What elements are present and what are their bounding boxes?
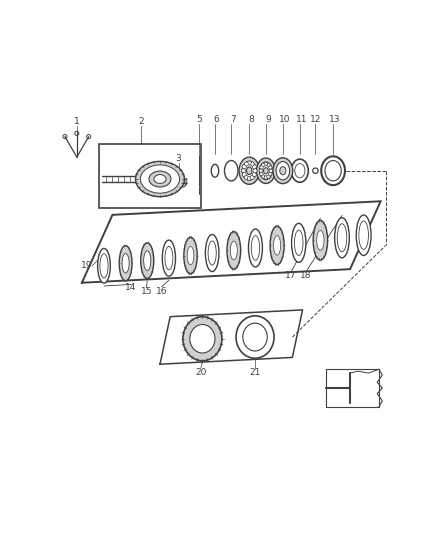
Ellipse shape xyxy=(280,167,286,175)
Circle shape xyxy=(242,173,246,176)
Ellipse shape xyxy=(325,160,341,181)
Circle shape xyxy=(268,172,272,176)
Ellipse shape xyxy=(162,240,176,276)
Circle shape xyxy=(250,175,254,180)
Ellipse shape xyxy=(100,254,108,278)
Ellipse shape xyxy=(242,161,256,180)
Ellipse shape xyxy=(183,317,222,361)
Text: 15: 15 xyxy=(141,287,152,296)
Text: 1: 1 xyxy=(74,117,80,126)
Text: 10: 10 xyxy=(279,115,291,124)
Circle shape xyxy=(264,162,268,166)
Ellipse shape xyxy=(313,221,328,260)
Ellipse shape xyxy=(247,167,252,174)
Ellipse shape xyxy=(276,161,290,180)
Ellipse shape xyxy=(230,241,237,260)
Circle shape xyxy=(250,162,254,166)
Circle shape xyxy=(244,175,248,180)
Bar xyxy=(99,143,201,208)
Ellipse shape xyxy=(251,236,260,260)
Circle shape xyxy=(267,163,270,166)
Circle shape xyxy=(264,176,268,179)
Ellipse shape xyxy=(141,243,154,278)
Text: 6: 6 xyxy=(213,115,219,124)
Ellipse shape xyxy=(239,157,259,184)
Ellipse shape xyxy=(335,218,350,258)
Ellipse shape xyxy=(165,246,173,270)
Ellipse shape xyxy=(225,160,238,181)
Text: 19: 19 xyxy=(81,261,93,270)
Bar xyxy=(326,369,379,407)
Ellipse shape xyxy=(295,164,305,178)
Ellipse shape xyxy=(321,156,345,185)
Ellipse shape xyxy=(211,164,219,177)
Ellipse shape xyxy=(248,229,262,267)
Ellipse shape xyxy=(144,251,151,270)
Circle shape xyxy=(241,168,246,173)
Circle shape xyxy=(175,172,182,179)
Ellipse shape xyxy=(184,237,197,274)
Ellipse shape xyxy=(359,221,368,249)
Circle shape xyxy=(252,173,256,176)
Text: 5: 5 xyxy=(196,115,202,124)
Circle shape xyxy=(253,168,257,173)
Ellipse shape xyxy=(187,246,194,265)
Ellipse shape xyxy=(317,230,324,250)
Text: 9: 9 xyxy=(265,115,271,124)
Circle shape xyxy=(260,172,263,176)
Circle shape xyxy=(259,169,262,172)
Circle shape xyxy=(242,165,246,169)
Text: 16: 16 xyxy=(156,287,167,296)
Text: 17: 17 xyxy=(285,271,297,280)
Text: 12: 12 xyxy=(311,115,322,124)
Circle shape xyxy=(260,166,263,169)
Ellipse shape xyxy=(270,226,284,265)
Circle shape xyxy=(268,166,272,169)
Circle shape xyxy=(247,176,251,181)
Ellipse shape xyxy=(154,175,166,183)
Text: 7: 7 xyxy=(230,115,236,124)
Ellipse shape xyxy=(294,230,303,255)
Ellipse shape xyxy=(227,232,241,269)
Circle shape xyxy=(267,175,270,179)
Ellipse shape xyxy=(291,159,308,182)
Circle shape xyxy=(269,169,273,172)
Circle shape xyxy=(244,162,248,166)
Ellipse shape xyxy=(122,254,129,273)
Ellipse shape xyxy=(149,171,171,187)
Ellipse shape xyxy=(243,323,267,351)
Ellipse shape xyxy=(141,165,180,193)
Ellipse shape xyxy=(98,248,110,283)
Text: 11: 11 xyxy=(296,115,307,124)
Ellipse shape xyxy=(259,162,272,180)
Text: 3: 3 xyxy=(176,155,181,163)
Text: 2: 2 xyxy=(138,117,144,126)
Text: 13: 13 xyxy=(329,115,341,124)
Ellipse shape xyxy=(119,246,132,281)
Circle shape xyxy=(247,161,251,165)
Ellipse shape xyxy=(208,241,216,265)
Ellipse shape xyxy=(292,223,306,262)
Ellipse shape xyxy=(190,325,215,353)
Circle shape xyxy=(261,163,265,166)
Text: 14: 14 xyxy=(125,284,137,292)
Ellipse shape xyxy=(236,316,274,358)
Circle shape xyxy=(313,168,318,173)
Circle shape xyxy=(252,165,256,169)
Circle shape xyxy=(180,181,186,187)
Circle shape xyxy=(261,175,265,179)
Text: 18: 18 xyxy=(300,271,312,280)
Ellipse shape xyxy=(257,158,275,183)
Text: 20: 20 xyxy=(195,368,206,377)
Ellipse shape xyxy=(356,215,371,255)
Ellipse shape xyxy=(337,224,347,252)
Text: 4: 4 xyxy=(183,178,188,187)
Ellipse shape xyxy=(135,161,184,197)
Ellipse shape xyxy=(205,235,219,272)
Text: 8: 8 xyxy=(248,115,254,124)
Ellipse shape xyxy=(274,236,281,255)
Ellipse shape xyxy=(264,168,268,174)
Ellipse shape xyxy=(273,158,293,184)
Text: 21: 21 xyxy=(249,368,261,377)
